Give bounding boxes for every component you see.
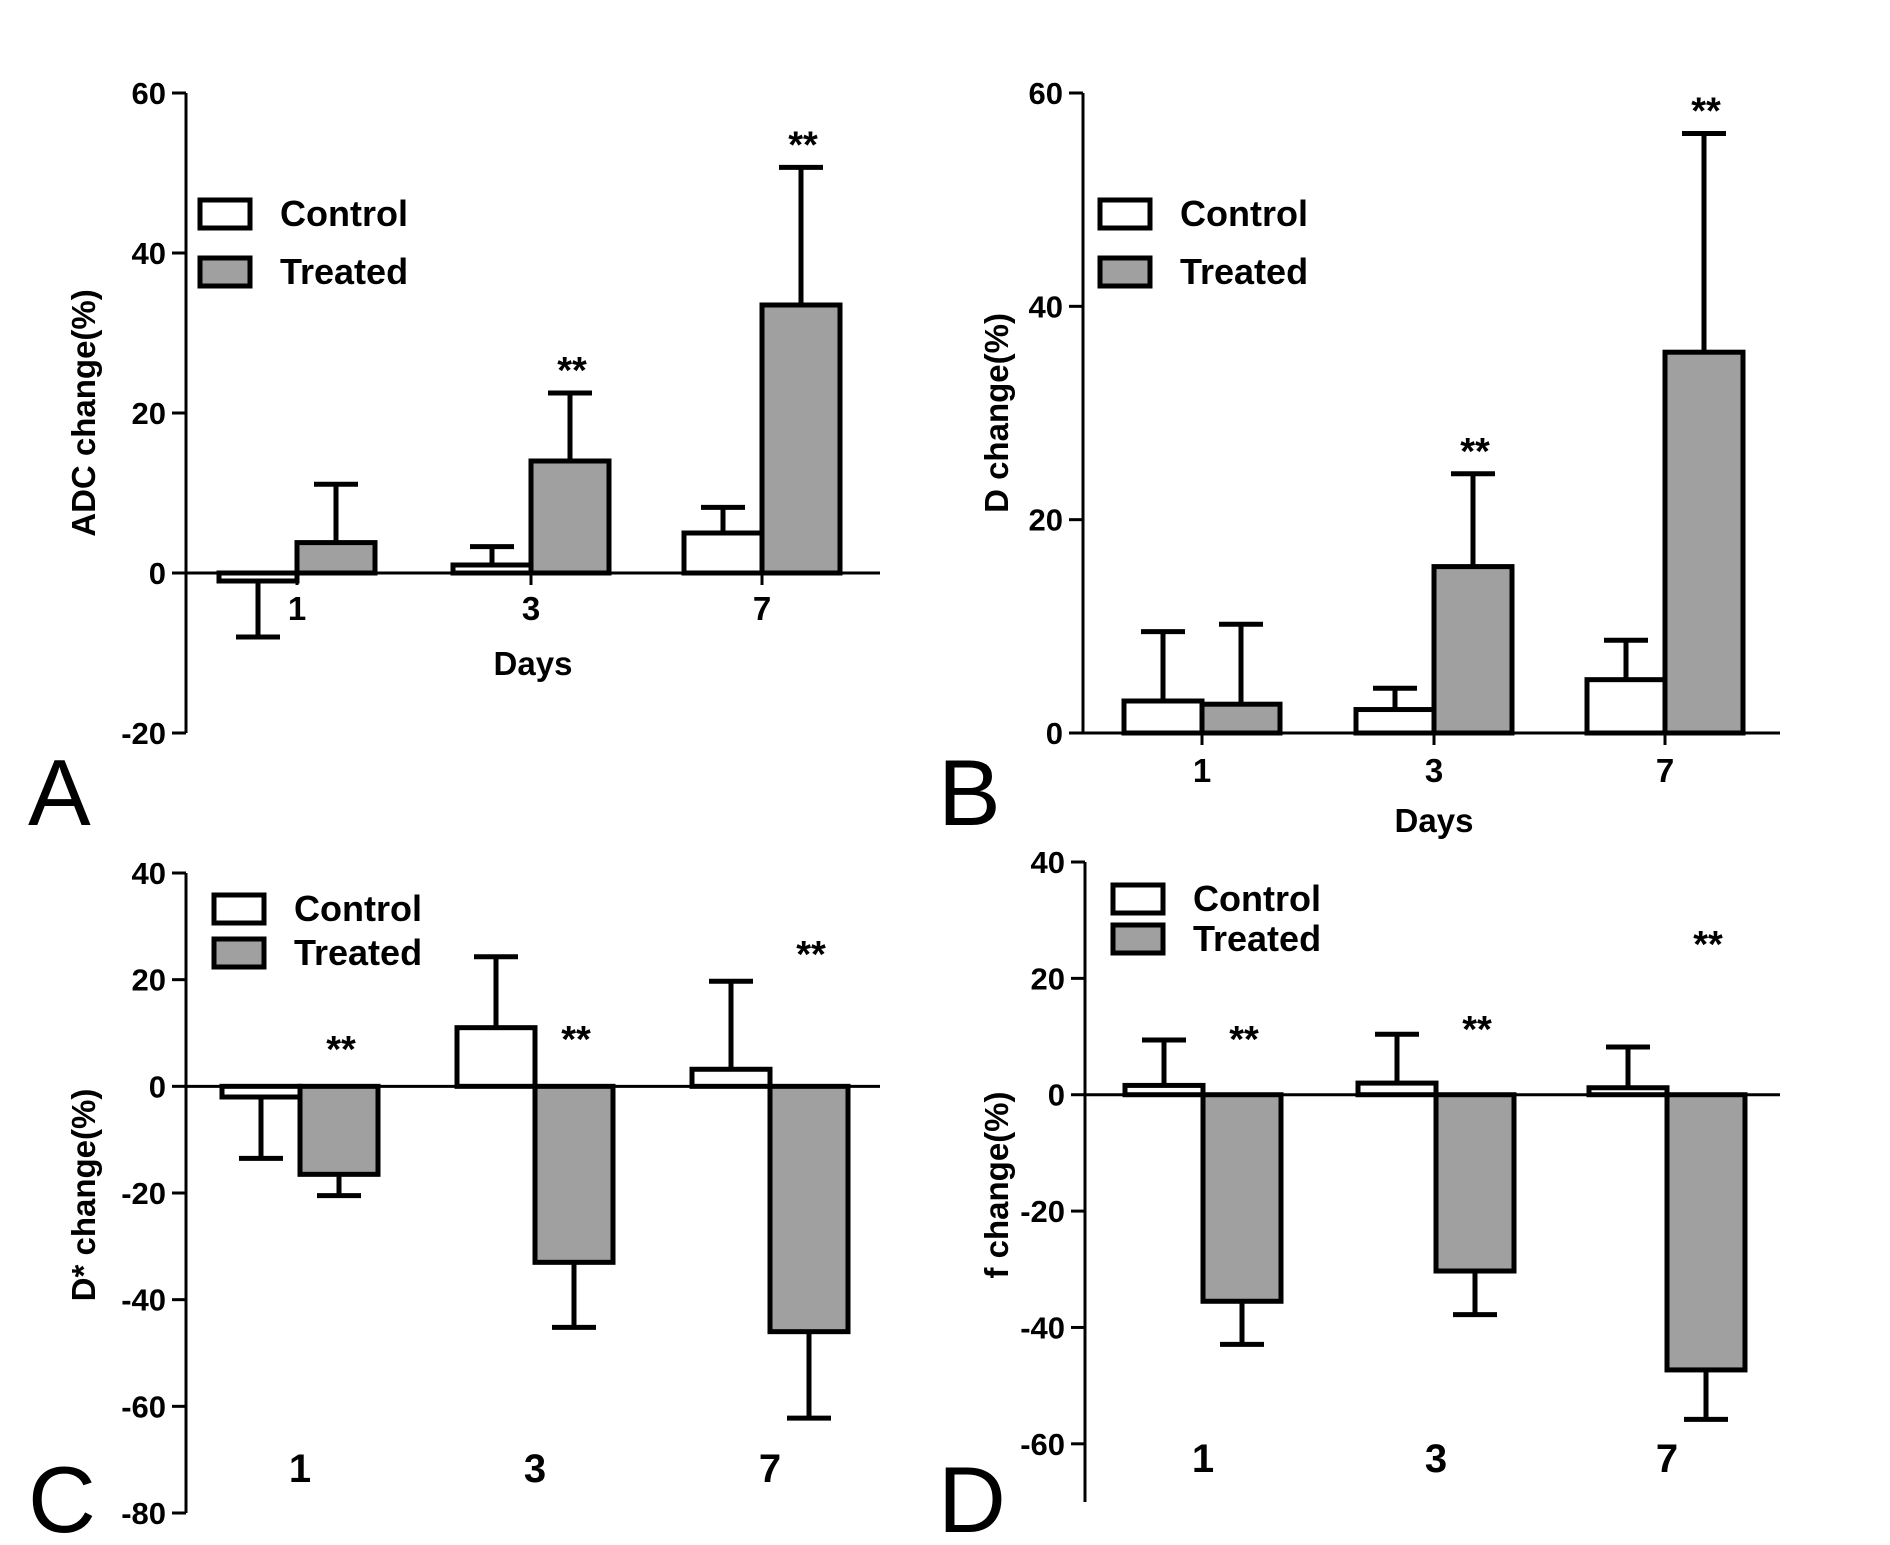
bar-treated-day-3 [528,458,612,576]
legend-label-treated: Treated [294,932,422,973]
y-tick-label: 0 [1046,716,1063,751]
panel-letter: A [28,740,91,845]
panel-a: -20 0 20 40 60 1 3 7 ** ** Control Treated Days ADC c… [28,76,880,845]
bar-treated-day-1 [294,540,378,576]
significance-marker: ** [557,350,587,392]
y-tick-label: -20 [121,1176,166,1211]
y-tick-label: -80 [121,1496,166,1531]
legend-label-treated: Treated [1193,918,1321,959]
bar-control-day-1 [1121,698,1205,736]
significance-marker: ** [326,1029,356,1071]
panel-letter: C [28,1447,96,1545]
y-tick-label: -60 [1020,1427,1065,1462]
significance-marker: ** [1693,924,1723,966]
bar-control-day-7 [689,1066,773,1089]
legend-swatch-treated [1097,255,1153,289]
legend-swatch-control [1110,882,1166,916]
y-axis-title: f change(%) [978,1091,1015,1278]
bar-control-day-7 [1584,677,1668,736]
significance-marker: ** [561,1019,591,1061]
legend-label-control: Control [1193,878,1321,919]
legend-label-control: Control [280,193,408,234]
x-tick-label-day-3: 3 [524,1447,546,1491]
x-tick-label-day-7: 7 [753,590,771,627]
significance-marker: ** [1460,431,1490,473]
legend-swatch-control [211,892,267,926]
y-tick-label: 60 [132,76,166,111]
x-tick-label-day-3: 3 [1425,1437,1447,1481]
legend-label-control: Control [1180,193,1308,234]
panel-b: 0 20 40 60 1 3 7 ** ** Control Treated Days D change… [938,76,1780,845]
bar-treated-day-3 [1431,564,1515,736]
legend-swatch-treated [197,255,253,289]
y-tick-label: 40 [1029,289,1063,324]
bar-control-day-3 [454,1025,538,1089]
x-tick-label-day-7: 7 [1656,752,1674,789]
panel-c: -80 -60 -40 -20 0 20 40 1 3 7 ** ** ** ControlTreated… [28,856,880,1545]
bar-treated-day-7 [1664,1092,1748,1373]
y-tick-label: 0 [1048,1078,1065,1113]
x-tick-label-day-7: 7 [759,1447,781,1491]
legend-label-treated: Treated [1180,251,1308,292]
x-axis-title: Days [494,645,573,682]
y-tick-label: 20 [1031,961,1065,996]
y-tick-label: 20 [132,396,166,431]
x-tick-label-day-1: 1 [1192,1437,1214,1481]
bar-treated-day-1 [297,1083,381,1177]
panel-letter: D [938,1447,1006,1545]
y-tick-label: 40 [132,856,166,891]
x-tick-label-day-1: 1 [1193,752,1211,789]
bar-treated-day-1 [1200,1092,1284,1304]
y-tick-label: 40 [132,236,166,271]
legend-label-control: Control [294,888,422,929]
x-axis-title: Days [1395,802,1474,839]
bar-control-day-1 [219,1083,303,1100]
y-tick-label: -60 [121,1389,166,1424]
bar-treated-day-1 [1199,701,1283,736]
y-tick-label: 40 [1031,845,1065,880]
significance-marker: ** [1691,91,1721,133]
y-axis-title: ADC change(%) [65,289,102,537]
y-tick-label: 60 [1029,76,1063,111]
x-tick-label-day-1: 1 [288,590,306,627]
bar-treated-day-7 [1662,349,1746,736]
y-tick-label: 20 [132,963,166,998]
y-axis-title: D change(%) [978,313,1015,513]
bar-control-day-3 [1353,707,1437,736]
legend-swatch-control [1097,197,1153,231]
significance-marker: ** [1229,1019,1259,1061]
bar-treated-day-7 [759,302,843,576]
y-tick-label: 0 [149,1069,166,1104]
y-tick-label: 20 [1029,503,1063,538]
x-tick-label-day-1: 1 [289,1447,311,1491]
y-tick-label: 0 [149,556,166,591]
bar-treated-day-3 [532,1083,616,1265]
y-tick-label: -20 [1020,1194,1065,1229]
y-axis-title: D* change(%) [65,1089,102,1302]
legend-swatch-treated [1110,922,1166,956]
bar-treated-day-7 [767,1083,851,1335]
legend-label-treated: Treated [280,251,408,292]
panel-letter: B [938,740,1001,845]
x-tick-label-day-7: 7 [1656,1437,1678,1481]
legend-swatch-treated [211,936,267,970]
legend-swatch-control [197,197,253,231]
bar-control-day-7 [681,530,765,576]
bar-treated-day-3 [1433,1092,1517,1274]
y-tick-label: -40 [121,1283,166,1318]
significance-marker: ** [1462,1009,1492,1051]
y-tick-label: -40 [1020,1310,1065,1345]
x-tick-label-day-3: 3 [1425,752,1443,789]
significance-marker: ** [796,934,826,976]
significance-marker: ** [788,124,818,166]
y-tick-label: -20 [121,716,166,751]
x-tick-label-day-3: 3 [522,590,540,627]
bar-control-day-3 [1355,1080,1439,1098]
